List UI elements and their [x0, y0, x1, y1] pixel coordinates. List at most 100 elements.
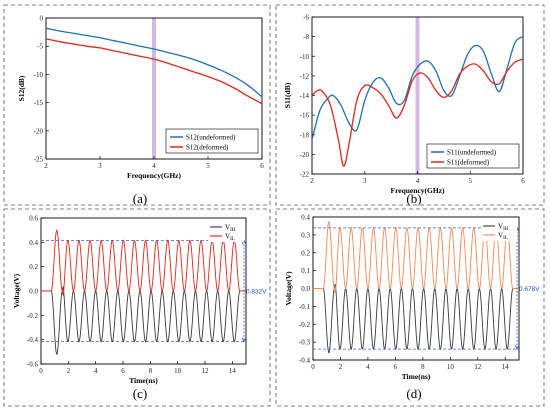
y-tick-label: 0.3 [301, 231, 310, 239]
legend-box [426, 143, 520, 169]
panel-frame-b [275, 4, 545, 206]
x-tick-label: 8 [149, 367, 153, 375]
x-tick-label: 4 [94, 367, 98, 375]
series-line-undeformed [46, 27, 262, 98]
legend-label: VIH [225, 224, 236, 234]
y-tick-label: -0.4 [299, 357, 311, 365]
series-line-vih [313, 283, 519, 354]
x-tick-label: 4 [366, 363, 370, 371]
y-tick-label: -0.2 [299, 321, 311, 329]
plot-series-group [312, 36, 523, 167]
panel-caption-d: (d) [406, 386, 421, 401]
x-tick-label: 0 [311, 363, 315, 371]
series-line-vil [41, 229, 246, 297]
y-tick-label: -10 [300, 53, 310, 61]
y-tick-label: 0 [40, 15, 44, 23]
x-tick-label: 6 [394, 363, 398, 371]
legend-label: VIL [225, 233, 235, 243]
y-tick-label: 0.4 [29, 239, 38, 247]
panel-caption-c: (c) [133, 386, 147, 401]
x-axis-label: Frequency(GHz) [127, 171, 182, 180]
x-tick-label: 10 [174, 367, 182, 375]
highlight-band [152, 18, 156, 159]
legend-label: S11(deformed) [447, 159, 490, 167]
chart-panel-a: 2 3 4 5 6 0 -5 -10 -15 -20 -25 Frequency(GHz) S12(dB… [17, 15, 264, 181]
x-tick-label: 2 [67, 367, 71, 375]
x-tick-label: 2 [339, 363, 343, 371]
y-tick-label: -20 [300, 151, 310, 159]
x-axis-label: Frequency(GHz) [390, 186, 445, 195]
x-tick-label: 4 [152, 162, 156, 170]
x-tick-label: 5 [469, 177, 473, 185]
series-line-deformed [312, 58, 523, 167]
y-tick-label: -5 [37, 43, 43, 51]
legend-label: VIL [498, 232, 508, 242]
y-tick-label: -10 [34, 71, 44, 79]
plot-series-group [313, 220, 519, 354]
y-tick-label: -0.1 [299, 303, 311, 311]
x-tick-label: 0 [39, 367, 43, 375]
y-tick-label: 0.0 [29, 288, 38, 296]
panel-caption-a: (a) [133, 191, 147, 206]
y-axis-label: Voltage(V) [12, 273, 21, 308]
legend-label: VIH [498, 223, 509, 233]
x-axis-label: Time(ns) [129, 376, 158, 385]
series-line-vih [41, 285, 246, 356]
y-tick-label: -16 [300, 112, 310, 120]
chart-panel-b: 2 3 4 5 6 -6 -8 -10 -12 -14 -16 -18 -20 -22 Frequency(… [283, 14, 525, 196]
x-tick-label: 12 [202, 367, 210, 375]
measurement-label: 0.678V [519, 286, 540, 293]
x-tick-label: 3 [98, 162, 102, 170]
legend-label: S12(deformed) [186, 144, 229, 152]
y-tick-label: -12 [300, 72, 310, 80]
y-tick-label: -25 [34, 156, 44, 164]
x-tick-label: 10 [447, 363, 455, 371]
x-tick-label: 14 [502, 363, 510, 371]
measurement-arrowhead-bottom [241, 337, 247, 343]
y-axis-label: S11(dB) [283, 82, 292, 108]
y-tick-label: -0.6 [27, 361, 39, 369]
y-tick-label: 0.6 [29, 215, 38, 223]
y-tick-label: -0.4 [27, 336, 39, 344]
y-tick-label: -18 [300, 131, 310, 139]
plot-series-group [46, 27, 262, 105]
x-tick-label: 12 [474, 363, 482, 371]
y-tick-label: -20 [34, 127, 44, 135]
y-axis-label: Voltage(V) [284, 271, 293, 306]
y-tick-label: -8 [303, 33, 309, 41]
x-axis-label: Time(ns) [402, 372, 431, 381]
x-tick-label: 6 [521, 177, 525, 185]
y-tick-label: 0.1 [301, 267, 310, 275]
series-line-deformed [46, 38, 262, 105]
x-tick-label: 2 [44, 162, 48, 170]
x-tick-label: 5 [206, 162, 210, 170]
y-tick-label: 0.2 [29, 263, 38, 271]
y-tick-label: 0.2 [301, 249, 310, 257]
x-tick-label: 3 [363, 177, 367, 185]
chart-panel-d: 0 2 4 6 8 10 12 14 -0.4 -0.3 -0.2 -0.1 0.0 0.1 0.2 0.3 0… [284, 214, 540, 382]
y-axis-label: S12(dB) [17, 75, 26, 101]
x-tick-label: 4 [416, 177, 420, 185]
highlight-band [415, 17, 420, 174]
plot-series-group [41, 229, 246, 356]
panel-caption-b: (b) [406, 191, 421, 206]
panel-frame-c [3, 208, 271, 407]
x-tick-label: 2 [310, 177, 314, 185]
y-tick-label: -0.2 [27, 312, 39, 320]
y-tick-label: 0.0 [301, 285, 310, 293]
y-tick-label: -22 [300, 171, 310, 179]
y-tick-label: -0.3 [299, 339, 311, 347]
y-tick-label: -6 [303, 14, 309, 22]
y-tick-label: -14 [300, 92, 310, 100]
panel-frame-a [3, 4, 271, 206]
y-tick-label: -15 [34, 99, 44, 107]
x-tick-label: 14 [229, 367, 237, 375]
legend-label: S12(undeformed) [186, 134, 236, 142]
measurement-arrowhead-bottom [514, 344, 520, 350]
y-tick-label: 0.4 [301, 214, 310, 222]
series-line-undeformed [312, 36, 523, 140]
panel-frame-d [275, 208, 545, 407]
chart-panel-c: 0 2 4 6 8 10 12 14 -0.6 -0.4 -0.2 0.0 0.2 0.4 0.6 Time(… [12, 215, 267, 386]
x-tick-label: 8 [421, 363, 425, 371]
x-tick-label: 6 [121, 367, 125, 375]
